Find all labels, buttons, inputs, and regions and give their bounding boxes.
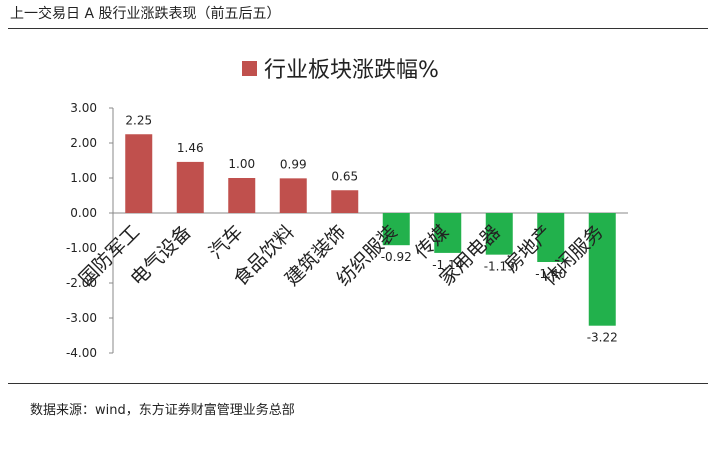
y-tick-label: 1.00 — [70, 171, 97, 185]
bar — [588, 213, 616, 326]
data-label: -1.14 — [432, 258, 463, 272]
bar — [382, 213, 410, 246]
y-tick-label: -1.00 — [66, 241, 97, 255]
y-tick-label: -4.00 — [66, 346, 97, 360]
y-tick-label: -3.00 — [66, 311, 97, 325]
y-tick-label: 0.00 — [70, 206, 97, 220]
data-label: 1.46 — [177, 141, 204, 155]
top-divider — [8, 28, 708, 29]
data-label: -0.92 — [381, 250, 412, 264]
chart-bars — [125, 134, 616, 326]
y-tick-label: 2.00 — [70, 136, 97, 150]
data-label: -3.22 — [587, 331, 618, 345]
data-label: 1.00 — [228, 157, 255, 171]
bar — [485, 213, 513, 255]
data-label: -1.19 — [484, 260, 515, 274]
bar — [537, 213, 565, 262]
source-note: 数据来源：wind，东方证券财富管理业务总部 — [30, 403, 295, 418]
bar — [331, 190, 359, 213]
category-label: 汽车 — [205, 221, 247, 263]
legend-swatch — [242, 61, 257, 76]
bar — [434, 213, 462, 253]
legend-label: 行业板块涨跌幅% — [264, 58, 439, 83]
data-label: 2.25 — [125, 113, 152, 127]
bar — [125, 134, 153, 213]
page-title: 上一交易日 A 股行业涨跌表现（前五后五） — [10, 6, 281, 22]
y-tick-label: 3.00 — [70, 101, 97, 115]
data-label: 0.99 — [280, 157, 307, 171]
data-label: -1.40 — [535, 267, 566, 281]
data-label: 0.65 — [331, 169, 358, 183]
bar — [176, 161, 204, 213]
chart-legend: 行业板块涨跌幅% — [242, 58, 439, 83]
chart-axes: 3.00 2.00 1.00 0.00 -1.00 -2.00 -3.00 -4.00 — [66, 101, 628, 360]
bar — [279, 178, 307, 213]
y-tick-label: -2.00 — [66, 276, 97, 290]
chart-data-labels: 2.25 1.46 1.00 0.99 0.65 -0.92 -1.14 -1.19 -1.40… — [125, 113, 617, 344]
bar — [228, 178, 256, 213]
bottom-divider — [8, 383, 708, 384]
